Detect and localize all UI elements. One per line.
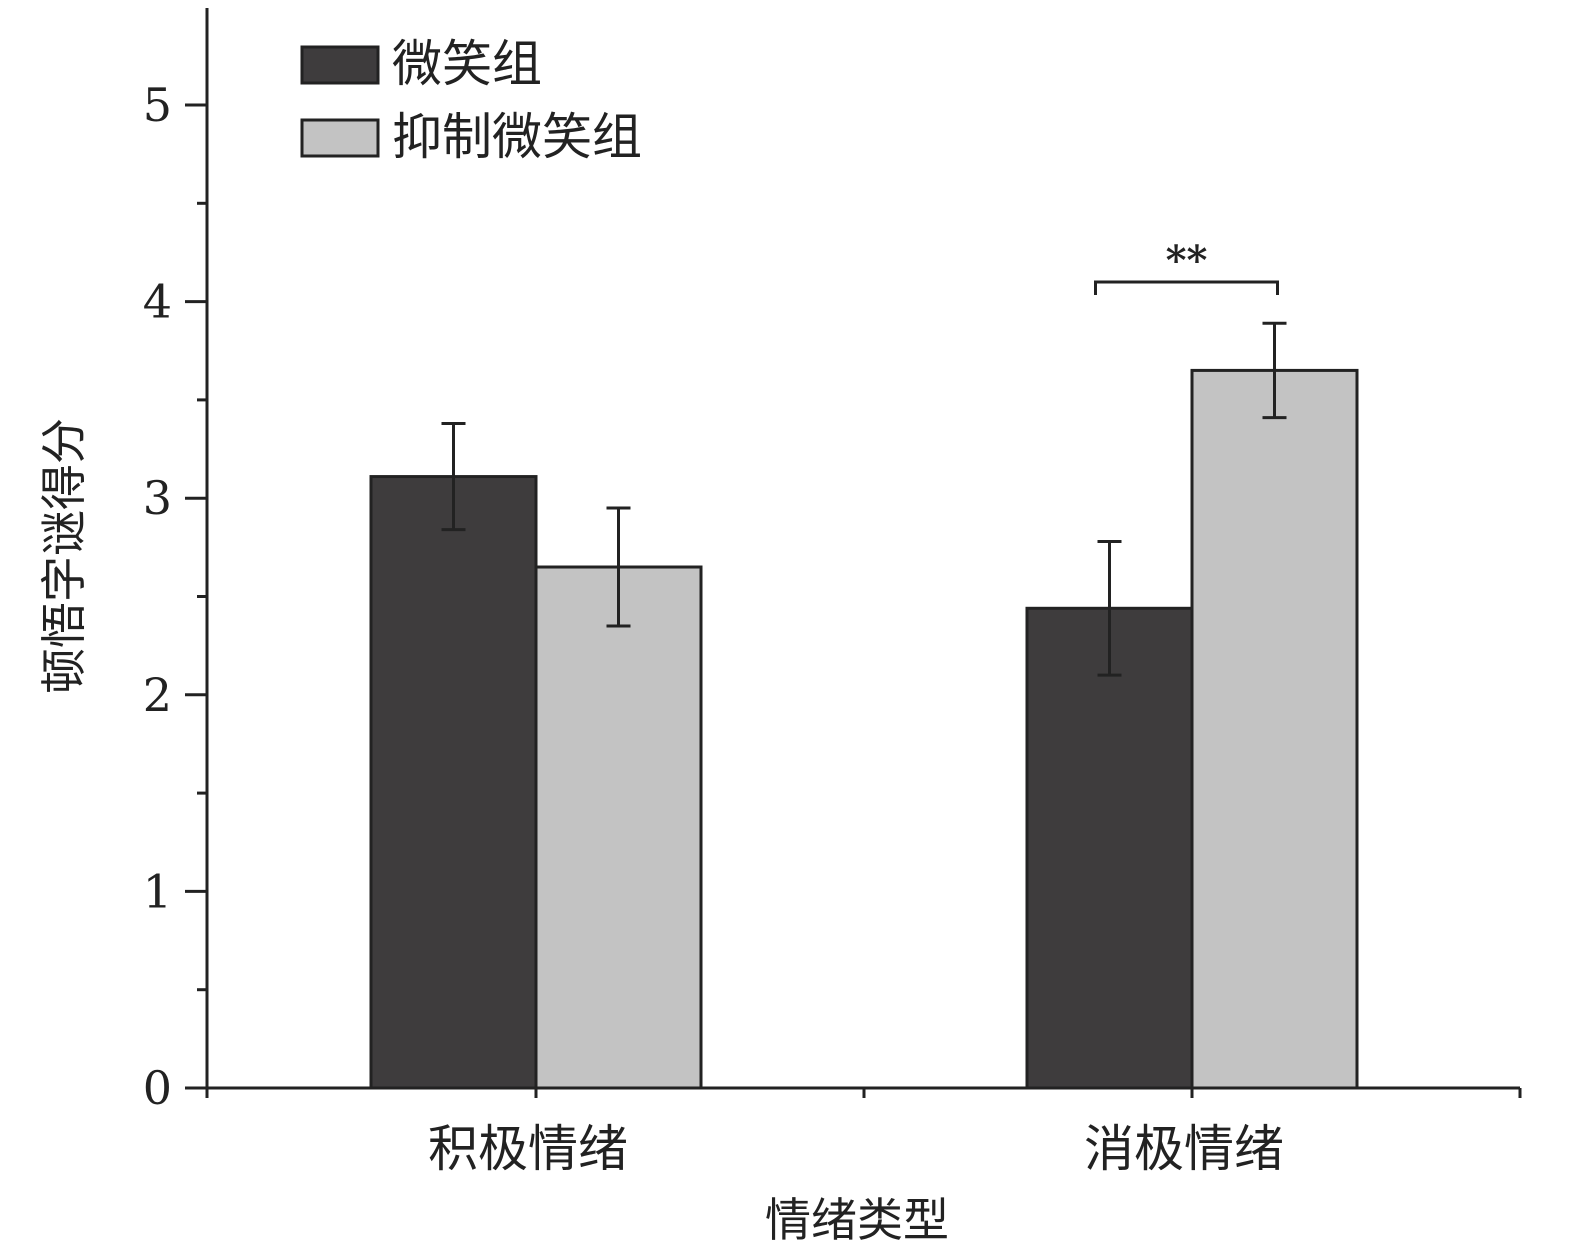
y-tick-label: 3	[143, 471, 172, 525]
bar	[1025, 606, 1194, 1090]
bars	[369, 368, 1359, 1090]
x-category-label: 积极情绪	[428, 1120, 628, 1178]
y-ticks: 0 1 2 3 4 5	[143, 78, 207, 1115]
bar	[534, 565, 703, 1090]
error-bars	[441, 321, 1287, 677]
x-ticks	[205, 1088, 1522, 1098]
y-tick-label: 5	[143, 78, 172, 132]
y-axis-title: 顿悟字谜得分	[37, 418, 91, 694]
legend-swatch	[300, 118, 380, 158]
category-labels: 积极情绪 消极情绪	[428, 1120, 1284, 1178]
y-tick-label: 4	[143, 275, 172, 329]
y-tick-label: 2	[143, 668, 172, 722]
x-category-label: 消极情绪	[1084, 1120, 1284, 1178]
legend-swatch	[300, 45, 380, 85]
y-tick-label: 1	[143, 864, 172, 918]
significance-bracket	[1094, 280, 1279, 295]
annotations: **	[1094, 237, 1279, 295]
legend-label: 微笑组	[392, 35, 542, 93]
bar	[369, 475, 538, 1090]
y-tick-label: 0	[143, 1061, 172, 1115]
significance-label: **	[1166, 237, 1208, 284]
legend-label: 抑制微笑组	[392, 108, 642, 166]
x-axis-title: 情绪类型	[765, 1193, 949, 1247]
bar	[1190, 368, 1359, 1090]
